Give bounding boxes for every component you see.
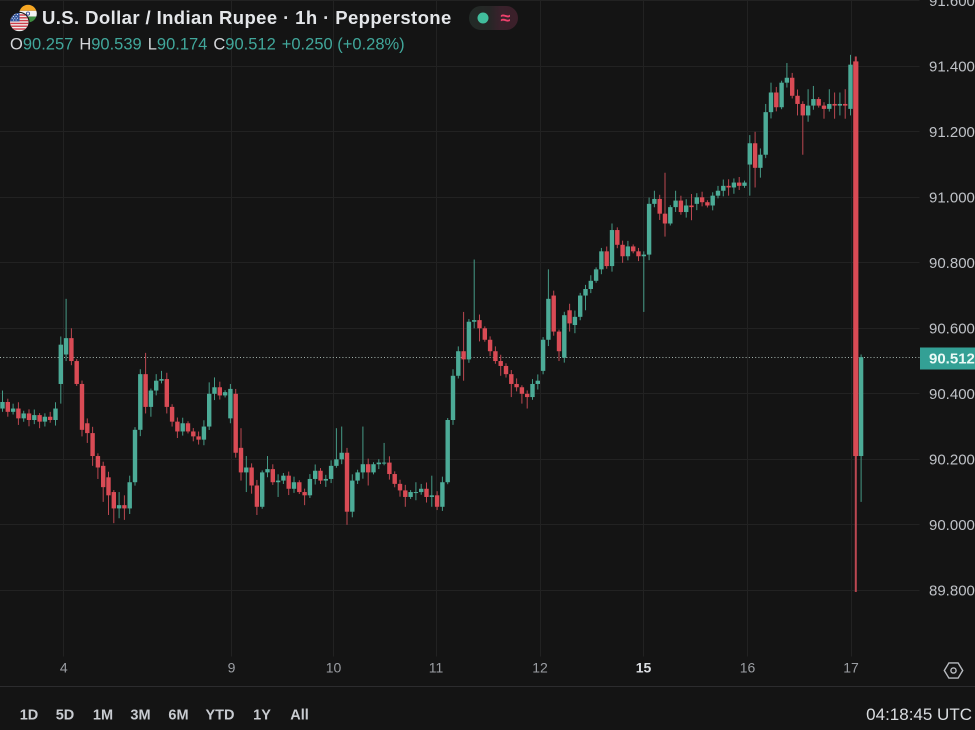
svg-text:11: 11 xyxy=(429,660,444,676)
svg-text:≈: ≈ xyxy=(501,8,511,28)
svg-text:90.000: 90.000 xyxy=(929,517,975,534)
svg-text:90.512: 90.512 xyxy=(929,351,975,368)
svg-text:1M: 1M xyxy=(93,708,113,724)
svg-text:90.800: 90.800 xyxy=(929,255,975,272)
svg-text:90.200: 90.200 xyxy=(929,451,975,468)
svg-text:91.000: 91.000 xyxy=(929,189,975,206)
svg-text:12: 12 xyxy=(532,660,548,676)
svg-text:10: 10 xyxy=(326,660,342,676)
svg-text:91.600: 91.600 xyxy=(929,0,975,10)
svg-text:89.800: 89.800 xyxy=(929,582,975,599)
svg-text:90.400: 90.400 xyxy=(929,386,975,403)
svg-text:5D: 5D xyxy=(56,708,75,724)
svg-text:91.400: 91.400 xyxy=(929,58,975,75)
svg-text:6M: 6M xyxy=(168,708,188,724)
svg-text:U.S. Dollar / Indian Rupee · 1: U.S. Dollar / Indian Rupee · 1h · Pepper… xyxy=(42,7,452,28)
svg-text:All: All xyxy=(290,708,309,724)
svg-text:04:18:45 UTC: 04:18:45 UTC xyxy=(866,705,972,724)
svg-text:4: 4 xyxy=(60,660,68,676)
svg-text:91.200: 91.200 xyxy=(929,124,975,141)
svg-text:16: 16 xyxy=(740,660,756,676)
svg-text:15: 15 xyxy=(636,660,652,676)
svg-text:9: 9 xyxy=(228,660,236,676)
svg-text:3M: 3M xyxy=(130,708,150,724)
svg-text:17: 17 xyxy=(843,660,859,676)
svg-text:1Y: 1Y xyxy=(253,708,271,724)
svg-text:YTD: YTD xyxy=(206,708,235,724)
svg-text:1D: 1D xyxy=(20,708,39,724)
svg-text:90.600: 90.600 xyxy=(929,320,975,337)
